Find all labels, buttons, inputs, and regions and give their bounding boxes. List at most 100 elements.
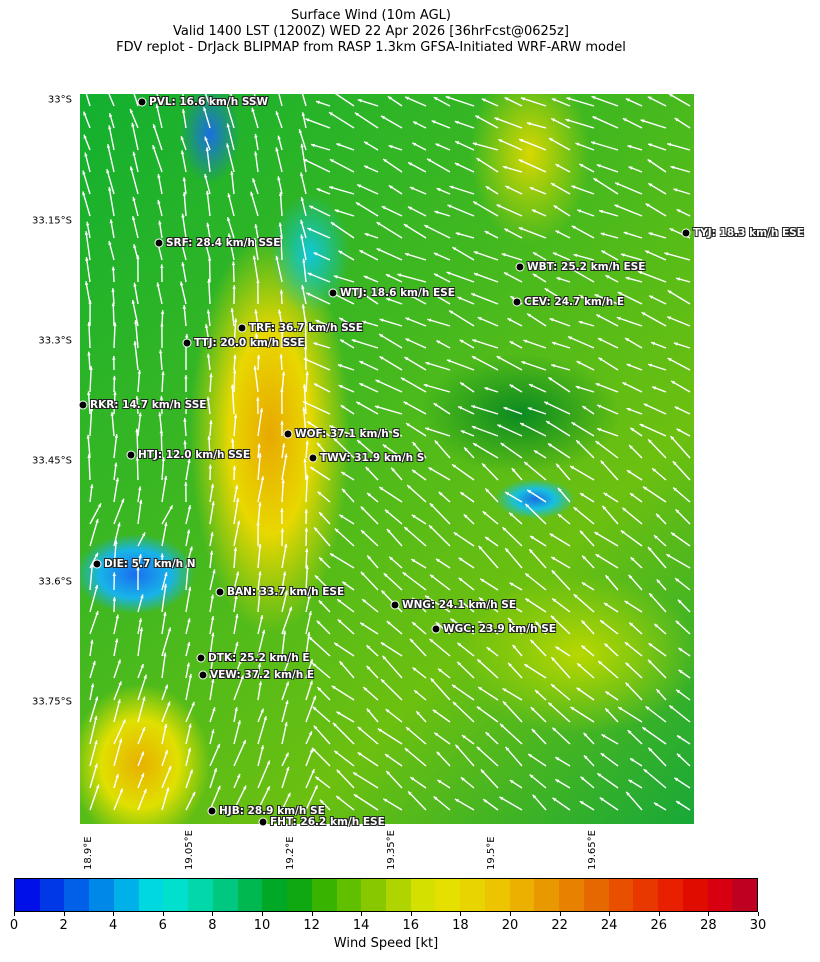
wind-arrow	[161, 701, 171, 723]
wind-arrow	[113, 699, 121, 723]
wind-arrow	[547, 442, 571, 459]
wind-arrow	[424, 595, 451, 613]
wind-arrow	[674, 406, 691, 415]
wind-arrow	[205, 147, 211, 173]
wind-arrow	[454, 120, 475, 129]
wind-arrow	[89, 518, 99, 547]
wind-arrow	[135, 428, 139, 459]
wind-arrow	[308, 205, 331, 217]
wind-arrow	[134, 320, 139, 349]
wind-arrow	[233, 706, 238, 723]
wind-arrow	[185, 458, 191, 481]
wind-arrow	[184, 481, 188, 503]
wind-arrow	[435, 143, 451, 151]
lat-tick-label: 33.45°S	[32, 455, 72, 467]
wind-arrow	[504, 491, 523, 503]
wind-arrow	[161, 652, 167, 679]
wind-arrow	[601, 505, 619, 525]
wind-arrow	[433, 252, 451, 261]
wind-arrow	[456, 642, 475, 657]
wind-arrow	[628, 166, 643, 173]
wind-arrow	[365, 644, 379, 657]
wind-arrow	[113, 788, 124, 811]
wind-arrow	[599, 797, 619, 811]
lat-tick-label: 33.15°S	[32, 215, 72, 227]
wind-arrow	[366, 555, 379, 569]
wind-arrow	[454, 798, 475, 811]
wind-arrow	[303, 357, 331, 371]
station-marker	[78, 400, 88, 410]
wind-arrow	[303, 458, 307, 481]
wind-arrow	[338, 250, 355, 261]
wind-arrow	[329, 158, 355, 173]
wind-arrow	[532, 251, 547, 261]
wind-arrow	[227, 233, 235, 261]
wind-arrow	[653, 534, 667, 547]
wind-arrow	[86, 434, 91, 459]
wind-arrow	[547, 376, 571, 393]
wind-arrow	[256, 521, 260, 547]
wind-arrow	[280, 420, 284, 437]
wind-arrow	[459, 381, 475, 393]
wind-arrow	[628, 574, 643, 591]
wind-arrow	[598, 209, 619, 217]
wind-arrow	[337, 363, 355, 371]
wind-arrow	[647, 363, 667, 371]
wind-arrow	[481, 462, 499, 481]
wind-arrow	[257, 571, 262, 591]
wind-arrow	[507, 617, 523, 635]
wind-arrow	[280, 329, 284, 349]
wind-arrow	[477, 620, 499, 635]
wind-arrow	[356, 184, 379, 195]
station-marker	[198, 670, 208, 680]
wind-arrow	[597, 660, 619, 679]
station-marker	[182, 338, 192, 348]
wind-arrow	[625, 791, 643, 811]
wind-arrow	[333, 275, 355, 283]
wind-arrow	[463, 446, 475, 459]
wind-arrow	[333, 750, 355, 767]
wind-arrow	[318, 556, 331, 569]
wind-arrow	[571, 185, 595, 195]
wind-arrow	[160, 553, 164, 569]
wind-arrow	[232, 369, 237, 393]
wind-arrow	[390, 467, 403, 481]
wind-arrow	[676, 734, 691, 745]
colorbar-tick-label: 14	[352, 918, 370, 933]
wind-arrow	[459, 491, 475, 503]
colorbar-bin	[435, 879, 461, 911]
wind-arrow	[647, 546, 667, 569]
wind-arrow	[523, 663, 547, 679]
wind-arrow	[300, 196, 307, 217]
wind-arrow	[226, 143, 235, 173]
colorbar-tick-label: 18	[452, 918, 469, 933]
wind-arrow	[332, 722, 355, 745]
wind-arrow	[209, 678, 215, 701]
wind-arrow	[472, 442, 499, 459]
colorbar-tick-label: 28	[700, 918, 717, 933]
wind-arrow	[641, 311, 667, 327]
wind-arrow	[502, 165, 523, 173]
wind-arrow	[433, 96, 451, 107]
wind-arrow	[112, 597, 117, 613]
wind-arrow	[645, 203, 667, 217]
wind-arrow	[354, 112, 379, 129]
wind-arrow	[206, 222, 211, 239]
wind-arrow	[579, 530, 595, 547]
wind-arrow	[233, 739, 247, 767]
wind-arrow	[409, 186, 427, 195]
wind-arrow	[436, 751, 451, 767]
wind-arrow	[319, 799, 331, 811]
wind-arrow	[570, 706, 595, 723]
wind-arrow	[431, 120, 451, 129]
wind-arrow	[503, 406, 523, 415]
wind-arrow	[511, 467, 523, 481]
wind-arrow	[341, 488, 355, 503]
wind-arrow	[504, 547, 523, 569]
wind-arrow	[620, 529, 643, 547]
wind-arrow	[509, 582, 523, 591]
wind-arrow	[499, 796, 523, 811]
wind-arrow	[329, 425, 355, 437]
station-label: DTK: 25.2 km/h E	[208, 652, 310, 664]
wind-arrow	[617, 706, 643, 723]
